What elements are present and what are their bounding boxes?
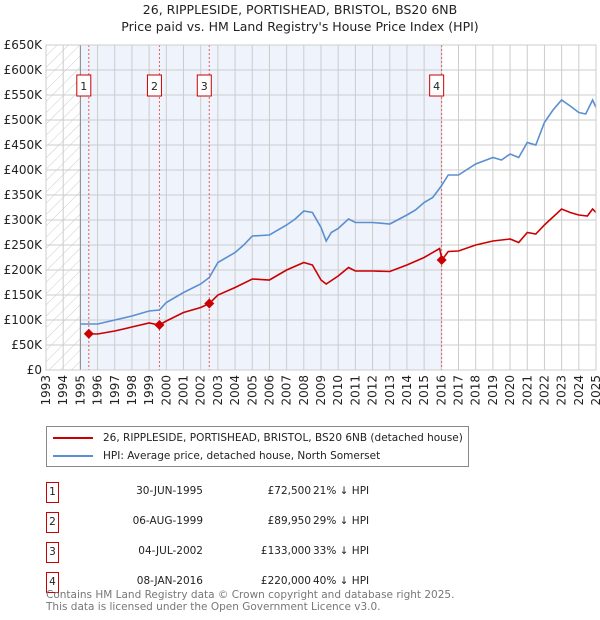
y-tick-label: £100K <box>4 313 44 327</box>
y-tick-label: £200K <box>4 263 44 277</box>
x-tick-label: 2010 <box>331 375 345 406</box>
x-tick-label: 2002 <box>194 375 208 406</box>
transaction-row: 4 08-JAN-2016 £220,000 40% ↓ HPI <box>46 572 446 594</box>
x-tick-label: 2017 <box>452 375 466 406</box>
x-tick-label: 1996 <box>91 375 105 406</box>
x-tick-label: 2008 <box>297 375 311 406</box>
legend-item-hpi: HPI: Average price, detached house, Nort… <box>53 448 380 464</box>
x-tick-label: 2009 <box>314 375 328 406</box>
y-tick-label: £650K <box>4 38 44 52</box>
sale-label-box <box>196 74 212 97</box>
y-tick-label: £400K <box>4 163 44 177</box>
y-tick-label: £0 <box>27 363 42 377</box>
transaction-price: £72,500 <box>267 485 311 497</box>
transaction-hpi-diff: 40% ↓ HPI <box>313 575 370 587</box>
transaction-price: £89,950 <box>267 515 311 527</box>
y-tick-label: £300K <box>4 213 44 227</box>
x-tick-label: 2023 <box>555 375 569 406</box>
series-line <box>88 207 597 335</box>
y-tick-label: £550K <box>4 88 44 102</box>
x-tick-label: 2021 <box>520 375 534 406</box>
footer-licence: This data is licensed under the Open Gov… <box>46 601 381 613</box>
x-tick-label: 2006 <box>262 375 276 406</box>
transaction-date: 04-JUL-2002 <box>138 545 203 557</box>
x-tick-label: 1998 <box>125 375 139 406</box>
x-tick-label: 2025 <box>589 375 600 406</box>
transaction-hpi-diff: 21% ↓ HPI <box>313 485 370 497</box>
x-tick-label: 2003 <box>211 375 225 406</box>
transaction-row: 2 06-AUG-1999 £89,950 29% ↓ HPI <box>46 512 446 534</box>
x-tick-label: 2024 <box>572 375 586 406</box>
sale-label: 4 <box>433 80 440 93</box>
transaction-date: 30-JUN-1995 <box>136 485 203 497</box>
sale-point <box>83 328 94 339</box>
legend-label-property: 26, RIPPLESIDE, PORTISHEAD, BRISTOL, BS2… <box>103 432 463 444</box>
legend-swatch-hpi <box>53 455 93 457</box>
x-tick-label: 1999 <box>142 375 156 406</box>
transaction-row: 1 30-JUN-1995 £72,500 21% ↓ HPI <box>46 482 446 504</box>
footer-copyright: Contains HM Land Registry data © Crown c… <box>46 589 455 601</box>
legend-item-property: 26, RIPPLESIDE, PORTISHEAD, BRISTOL, BS2… <box>53 430 463 446</box>
transaction-number: 3 <box>46 542 59 563</box>
chart-subtitle: Price paid vs. HM Land Registry's House … <box>121 19 479 34</box>
y-tick-label: £450K <box>4 138 44 152</box>
transaction-row: 3 04-JUL-2002 £133,000 33% ↓ HPI <box>46 542 446 564</box>
ownership-shade <box>80 45 442 370</box>
legend-label-hpi: HPI: Average price, detached house, Nort… <box>103 450 381 462</box>
x-tick-label: 1997 <box>108 375 122 406</box>
sale-label-box <box>146 74 162 97</box>
x-tick-label: 2004 <box>228 375 242 406</box>
x-tick-label: 2022 <box>537 375 551 406</box>
x-tick-label: 1994 <box>56 375 70 406</box>
transaction-number: 2 <box>46 512 59 533</box>
x-tick-label: 2011 <box>348 375 362 406</box>
y-tick-label: £350K <box>4 188 44 202</box>
transaction-date: 08-JAN-2016 <box>136 575 203 587</box>
transaction-number: 1 <box>46 482 59 503</box>
sale-label: 1 <box>80 80 87 93</box>
x-tick-label: 2001 <box>177 375 191 406</box>
x-tick-label: 1993 <box>39 375 53 406</box>
x-tick-label: 2015 <box>417 375 431 406</box>
sale-label-box <box>429 74 445 97</box>
sale-label: 2 <box>151 80 158 93</box>
sale-point <box>154 320 165 331</box>
x-tick-label: 2020 <box>503 375 517 406</box>
x-tick-label: 2012 <box>366 375 380 406</box>
transaction-price: £133,000 <box>260 545 311 557</box>
sale-point <box>204 298 215 309</box>
y-tick-label: £150K <box>4 288 44 302</box>
series-line <box>80 98 597 325</box>
y-tick-label: £50K <box>11 338 43 352</box>
transaction-date: 06-AUG-1999 <box>132 515 203 527</box>
x-tick-label: 2013 <box>383 375 397 406</box>
x-tick-label: 1995 <box>73 375 87 406</box>
transaction-hpi-diff: 33% ↓ HPI <box>313 545 370 557</box>
x-tick-label: 2005 <box>245 375 259 406</box>
y-tick-label: £250K <box>4 238 44 252</box>
plot-border <box>45 44 597 371</box>
x-tick-label: 2019 <box>486 375 500 406</box>
transaction-number: 4 <box>46 572 59 593</box>
x-tick-label: 2000 <box>159 375 173 406</box>
price-chart: £0 £50K £100K £150K £200K £250K £300K £350K £400… <box>4 38 600 406</box>
sale-point <box>436 255 447 265</box>
x-tick-label: 2016 <box>434 375 448 406</box>
x-tick-label: 2018 <box>469 375 483 406</box>
x-tick-label: 2007 <box>280 375 294 406</box>
sale-label: 3 <box>201 80 208 93</box>
legend-swatch-property <box>53 437 93 439</box>
chart-title: 26, RIPPLESIDE, PORTISHEAD, BRISTOL, BS2… <box>142 2 458 17</box>
y-tick-label: £500K <box>4 113 44 127</box>
transaction-price: £220,000 <box>260 575 311 587</box>
y-tick-label: £600K <box>4 63 44 77</box>
transaction-hpi-diff: 29% ↓ HPI <box>313 515 370 527</box>
x-tick-label: 2014 <box>400 375 414 406</box>
sale-label-box <box>76 74 92 97</box>
legend: 26, RIPPLESIDE, PORTISHEAD, BRISTOL, BS2… <box>46 426 469 467</box>
